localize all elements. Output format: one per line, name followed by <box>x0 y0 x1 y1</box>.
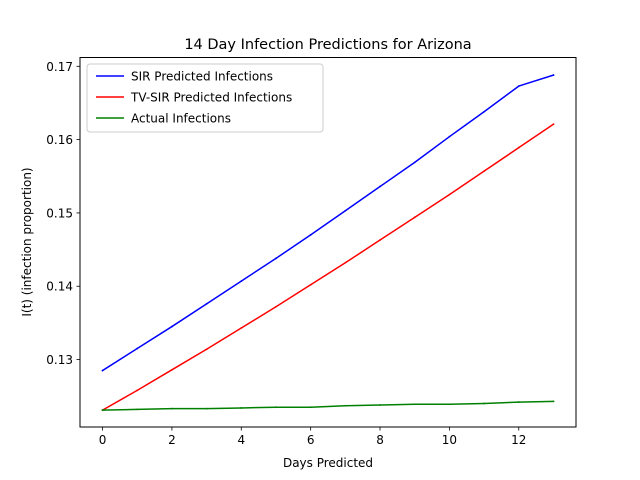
data-point-sir-predicted-infections <box>275 257 277 260</box>
data-point-tv-sir-predicted-infections <box>171 368 173 371</box>
y-tick-label: 0.13 <box>46 353 73 367</box>
data-point-tv-sir-predicted-infections <box>136 389 139 392</box>
data-point-tv-sir-predicted-infections <box>552 123 555 126</box>
data-point-sir-predicted-infections <box>205 302 208 305</box>
data-point-tv-sir-predicted-infections <box>379 239 381 241</box>
data-point-actual-infections <box>309 406 312 409</box>
y-tick-label: 0.16 <box>46 133 73 147</box>
data-point-tv-sir-predicted-infections <box>517 146 520 149</box>
data-point-actual-infections <box>552 400 555 403</box>
data-point-sir-predicted-infections <box>517 85 520 87</box>
x-tick-label: 8 <box>376 433 384 447</box>
y-tick-label: 0.17 <box>46 60 73 74</box>
data-point-sir-predicted-infections <box>101 369 104 372</box>
legend: SIR Predicted Infections TV-SIR Predicted… <box>86 63 324 133</box>
data-point-sir-predicted-infections <box>171 325 173 328</box>
data-point-sir-predicted-infections <box>240 280 243 283</box>
data-point-actual-infections <box>344 404 347 407</box>
data-point-actual-infections <box>205 407 208 410</box>
series-line-tv-sir-predicted-infections <box>101 123 555 412</box>
x-tick-label: 10 <box>442 433 457 447</box>
data-point-sir-predicted-infections <box>552 74 555 76</box>
chart-title: 14 Day Infection Predictions for Arizona <box>184 37 471 53</box>
data-point-sir-predicted-infections <box>413 161 416 164</box>
series-line-sir-predicted-infections <box>101 74 555 372</box>
data-point-tv-sir-predicted-infections <box>309 283 312 286</box>
data-point-actual-infections <box>413 403 416 406</box>
data-point-tv-sir-predicted-infections <box>413 216 416 219</box>
legend-label-actual-infections: Actual Infections <box>131 112 231 126</box>
data-point-actual-infections <box>240 407 243 409</box>
data-point-tv-sir-predicted-infections <box>483 170 485 173</box>
data-point-actual-infections <box>275 406 277 409</box>
series-layer <box>101 74 555 412</box>
data-point-sir-predicted-infections <box>448 135 451 138</box>
data-point-sir-predicted-infections <box>309 234 312 236</box>
y-tick-label: 0.14 <box>46 280 73 294</box>
data-point-actual-infections <box>448 403 451 406</box>
data-point-actual-infections <box>483 402 485 405</box>
x-tick-label: 12 <box>511 433 526 447</box>
legend-label-tv-sir-predicted-infections: TV-SIR Predicted Infections <box>130 91 292 105</box>
x-tick-label: 6 <box>307 433 315 447</box>
data-point-tv-sir-predicted-infections <box>205 348 208 351</box>
data-point-tv-sir-predicted-infections <box>240 327 243 329</box>
y-tick-label: 0.15 <box>46 206 73 220</box>
data-point-sir-predicted-infections <box>344 209 347 212</box>
legend-box <box>86 63 324 133</box>
data-point-tv-sir-predicted-infections <box>275 305 277 308</box>
data-point-actual-infections <box>136 408 139 411</box>
x-tick-label: 2 <box>168 433 176 447</box>
data-point-tv-sir-predicted-infections <box>344 261 347 264</box>
data-point-actual-infections <box>379 404 381 406</box>
data-point-sir-predicted-infections <box>379 185 381 188</box>
data-point-actual-infections <box>101 409 104 412</box>
data-point-actual-infections <box>517 401 520 403</box>
series-line-actual-infections <box>101 400 555 411</box>
data-point-sir-predicted-infections <box>136 347 139 350</box>
data-point-tv-sir-predicted-infections <box>448 193 451 196</box>
plot-frame <box>79 57 577 428</box>
legend-label-sir-predicted-infections: SIR Predicted Infections <box>131 70 273 84</box>
x-axis-label: Days Predicted <box>283 456 373 470</box>
y-axis-label: I(t) (infection proportion) <box>20 167 34 316</box>
x-tick-label: 4 <box>237 433 245 447</box>
axes-layer: 0 2 4 6 8 10 12 0.13 0.14 0.15 0.16 0.17 <box>46 60 526 447</box>
x-tick-label: 0 <box>99 433 107 447</box>
data-point-actual-infections <box>171 407 173 410</box>
data-point-sir-predicted-infections <box>483 110 485 113</box>
